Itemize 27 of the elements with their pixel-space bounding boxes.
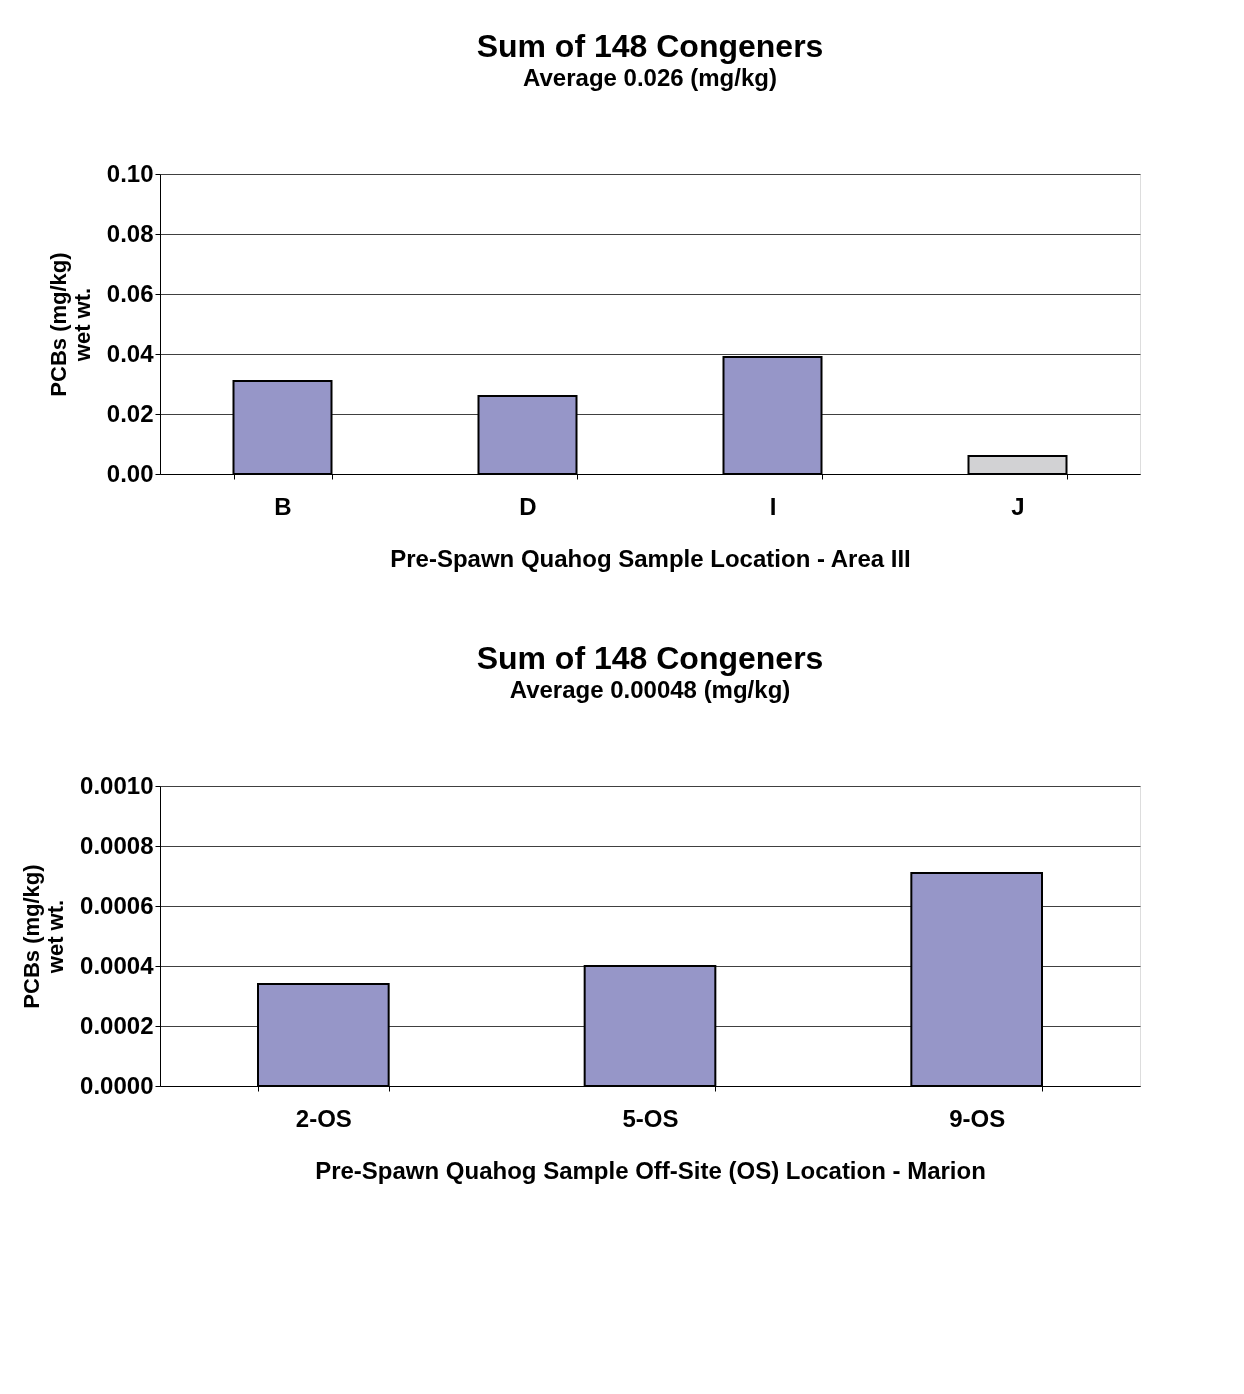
- x-axis-title: Pre-Spawn Quahog Sample Location - Area III: [390, 544, 911, 572]
- x-tick-label: 9-OS: [949, 1104, 1006, 1132]
- y-tick-label: 0.06: [106, 279, 154, 307]
- x-tick-label: I: [769, 492, 777, 520]
- x-tick-label: 5-OS: [622, 1104, 679, 1132]
- y-axis-title: PCBs (mg/kg) wet wt.: [19, 864, 69, 1009]
- y-tick-label: 0.08: [106, 219, 154, 247]
- y-tick-label: 0.0002: [80, 1011, 154, 1039]
- chart-title: Sum of 148 Congeners: [476, 28, 824, 64]
- y-tick-label: 0.0008: [80, 831, 154, 859]
- y-axis-title: PCBs (mg/kg) wet wt.: [45, 252, 95, 397]
- y-tick-label: 0.0000: [80, 1071, 154, 1099]
- chart-title: Sum of 148 Congeners: [476, 640, 824, 676]
- y-tick-label: 0.10: [106, 159, 154, 187]
- y-tick-label: 0.02: [106, 399, 154, 427]
- x-axis-title: Pre-Spawn Quahog Sample Off-Site (OS) Location - Marion: [315, 1156, 986, 1184]
- y-tick-label: 0.00: [106, 459, 154, 487]
- chart-subtitle: Average 0.00048 (mg/kg): [509, 676, 791, 703]
- y-tick-label: 0.04: [106, 339, 155, 367]
- y-tick-label: 0.0006: [80, 891, 154, 919]
- y-tick-label: 0.0010: [80, 771, 154, 799]
- x-tick-label: 2-OS: [295, 1104, 352, 1132]
- x-tick-label: B: [274, 492, 292, 520]
- x-tick-label: J: [1011, 492, 1025, 520]
- y-tick-label: 0.0004: [80, 951, 155, 979]
- chart-subtitle: Average 0.026 (mg/kg): [523, 64, 777, 91]
- x-tick-label: D: [519, 492, 537, 520]
